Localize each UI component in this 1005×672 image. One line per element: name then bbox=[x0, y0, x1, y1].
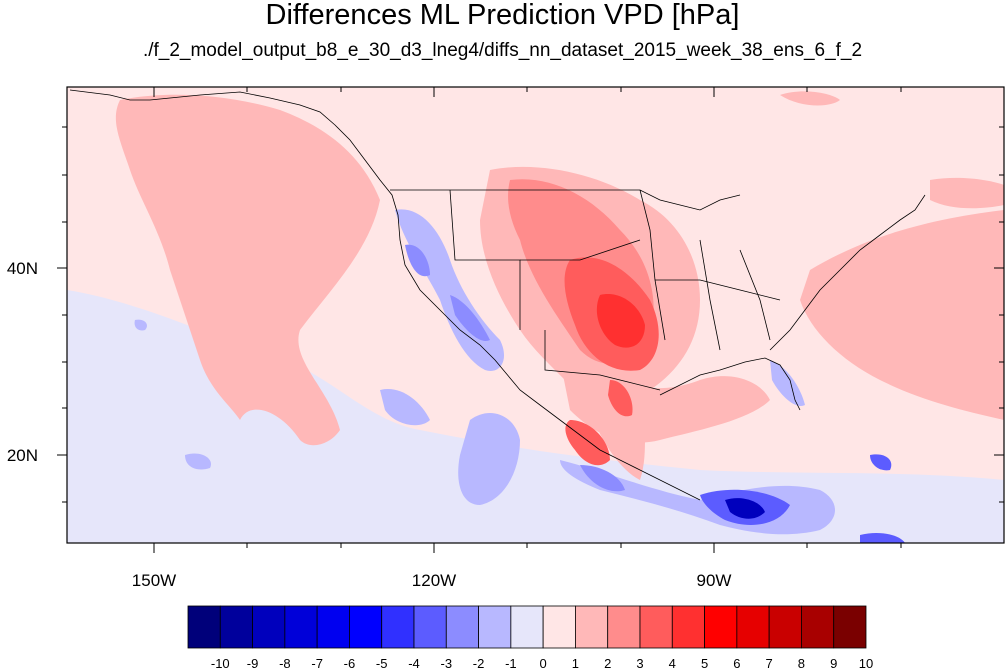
colorbar-label: -9 bbox=[247, 656, 259, 671]
colorbar-swatch bbox=[510, 605, 544, 649]
lat-label-40n: 40N bbox=[7, 259, 38, 278]
colorbar-swatch bbox=[575, 605, 609, 649]
colorbar-label: -5 bbox=[376, 656, 388, 671]
colorbar-swatch bbox=[219, 605, 253, 649]
lon-label-120w: 120W bbox=[412, 571, 456, 590]
colorbar-swatch bbox=[542, 605, 576, 649]
coastlines bbox=[69, 89, 926, 501]
colorbar-label: 4 bbox=[669, 656, 676, 671]
colorbar-label: 3 bbox=[636, 656, 643, 671]
colorbar: -10 -9 -8 -7 -6 -5 -4 -3 -2 -1 0 1 2 3 4 5 6 7 8 9 10 bbox=[187, 605, 873, 671]
map-ticks bbox=[57, 87, 1004, 553]
colorbar-swatch bbox=[801, 605, 835, 649]
colorbar-label: 9 bbox=[830, 656, 837, 671]
colorbar-swatch bbox=[736, 605, 770, 649]
colorbar-swatch bbox=[316, 605, 350, 649]
colorbar-label: 7 bbox=[766, 656, 773, 671]
colorbar-swatch bbox=[445, 605, 479, 649]
colorbar-swatch bbox=[704, 605, 738, 649]
colorbar-label: -3 bbox=[441, 656, 453, 671]
colorbar-label: 5 bbox=[701, 656, 708, 671]
colorbar-label: -1 bbox=[505, 656, 517, 671]
colorbar-label: 8 bbox=[798, 656, 805, 671]
colorbar-label: 1 bbox=[572, 656, 579, 671]
map-field bbox=[67, 87, 1004, 543]
lon-label-90w: 90W bbox=[697, 571, 732, 590]
colorbar-swatch bbox=[381, 605, 415, 649]
colorbar-label: -4 bbox=[408, 656, 420, 671]
map-subtitle: ./f_2_model_output_b8_e_30_d3_lneg4/diff… bbox=[142, 40, 863, 61]
colorbar-label: -2 bbox=[473, 656, 485, 671]
colorbar-swatch bbox=[478, 605, 512, 649]
lat-label-20n: 20N bbox=[7, 446, 38, 465]
colorbar-swatch bbox=[768, 605, 802, 649]
map-title: Differences ML Prediction VPD [hPa] bbox=[265, 0, 740, 31]
colorbar-label: -8 bbox=[279, 656, 291, 671]
colorbar-label: 6 bbox=[733, 656, 740, 671]
colorbar-swatch bbox=[671, 605, 705, 649]
colorbar-swatch bbox=[607, 605, 641, 649]
colorbar-swatch bbox=[252, 605, 286, 649]
colorbar-swatch bbox=[349, 605, 383, 649]
colorbar-label: -6 bbox=[344, 656, 356, 671]
colorbar-swatch bbox=[833, 605, 867, 649]
colorbar-label: 2 bbox=[604, 656, 611, 671]
colorbar-label: -10 bbox=[211, 656, 230, 671]
colorbar-swatch bbox=[413, 605, 447, 649]
colorbar-label: -7 bbox=[311, 656, 323, 671]
colorbar-swatch bbox=[284, 605, 318, 649]
lon-label-150w: 150W bbox=[132, 571, 176, 590]
colorbar-label: 10 bbox=[859, 656, 873, 671]
colorbar-swatch bbox=[639, 605, 673, 649]
colorbar-label: 0 bbox=[540, 656, 547, 671]
colorbar-swatch bbox=[187, 605, 221, 649]
